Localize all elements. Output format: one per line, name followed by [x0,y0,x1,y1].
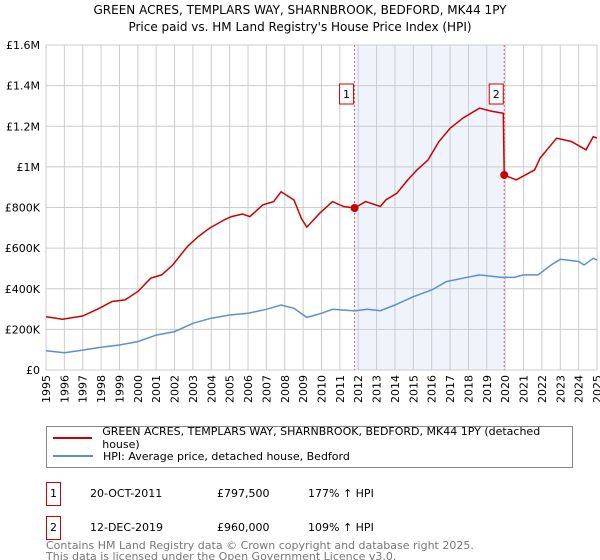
sale-price: £960,000 [217,521,270,534]
x-tick-label: 2014 [389,375,402,403]
legend-label-hpi: HPI: Average price, detached house, Bedf… [103,449,350,463]
y-tick-label: £400K [5,283,41,296]
chart-subtitle: Price paid vs. HM Land Registry's House … [128,20,472,34]
x-tick-label: 1997 [77,375,90,403]
sale-badge: 1 [46,482,61,506]
legend-label-property: GREEN ACRES, TEMPLARS WAY, SHARNBROOK, B… [102,425,541,451]
x-tick-label: 2019 [481,375,494,403]
y-tick-label: £600K [5,242,41,255]
x-tick-label: 2007 [260,375,273,403]
x-tick-label: 2002 [169,375,182,403]
y-tick-label: £200K [5,323,41,336]
sale-label: 2 [493,88,500,101]
sale-hpi-change: 177% ↑ HPI [308,487,374,500]
x-tick-label: 2016 [426,375,439,403]
x-tick-label: 2005 [224,375,237,403]
x-tick-label: 2008 [279,375,292,403]
legend-swatch-property [53,437,93,439]
x-tick-label: 2020 [499,375,512,403]
y-tick-label: £0 [26,364,40,377]
x-tick-label: 1998 [95,375,108,403]
sale-label: 1 [343,88,350,101]
sale-date: 20-OCT-2011 [90,487,163,500]
y-tick-label: £1.2M [6,120,40,133]
x-tick-label: 2006 [242,375,255,403]
x-tick-label: 2010 [316,375,329,403]
legend-item-property: GREEN ACRES, TEMPLARS WAY, SHARNBROOK, B… [53,425,572,451]
x-tick-label: 2025 [591,375,600,403]
sale-hpi-change: 109% ↑ HPI [308,521,374,534]
footer-copyright: Contains HM Land Registry data © Crown c… [46,539,474,552]
sale-price: £797,500 [217,487,270,500]
legend-swatch-hpi [53,455,93,457]
x-tick-label: 1996 [58,375,71,403]
x-tick-label: 2021 [518,375,531,403]
y-tick-label: £1.4M [6,80,40,93]
sale-point [350,204,359,213]
x-tick-label: 2001 [150,375,163,403]
x-tick-label: 2023 [554,375,567,403]
x-tick-label: 2017 [444,375,457,403]
x-tick-label: 2000 [132,375,145,403]
series-line [45,257,598,354]
x-tick-label: 2004 [205,375,218,403]
legend: GREEN ACRES, TEMPLARS WAY, SHARNBROOK, B… [46,425,573,468]
x-tick-label: 2022 [536,375,549,403]
sale-badge: 2 [46,516,61,540]
y-tick-label: £800K [5,202,41,215]
x-tick-label: 2015 [407,375,420,403]
sale-date: 12-DEC-2019 [90,521,164,534]
sale-label-box [339,83,355,105]
y-tick-label: £1.6M [6,39,40,52]
footer-licence: This data is licensed under the Open Gov… [46,550,397,560]
legend-item-hpi: HPI: Average price, detached house, Bedf… [53,448,350,464]
price-chart: 1995 1996 1997 1998 1999 2000 2001 2002 2003 2004… [5,39,600,403]
x-tick-label: 2003 [187,375,200,403]
x-tick-label: 2018 [462,375,475,403]
x-tick-label: 2011 [334,375,347,403]
x-tick-label: 1995 [40,375,53,403]
sale-point [500,171,509,179]
y-tick-label: £1M [17,161,41,174]
x-tick-label: 2009 [297,375,310,403]
x-tick-label: 2024 [573,375,586,403]
footer: Contains HM Land Registry data © Crown c… [46,540,474,560]
x-tick-label: 1999 [113,375,126,403]
chart-title: GREEN ACRES, TEMPLARS WAY, SHARNBROOK, B… [93,3,507,17]
x-tick-label: 2012 [352,375,365,403]
x-tick-label: 2013 [371,375,384,403]
sale-label-box [488,83,504,105]
